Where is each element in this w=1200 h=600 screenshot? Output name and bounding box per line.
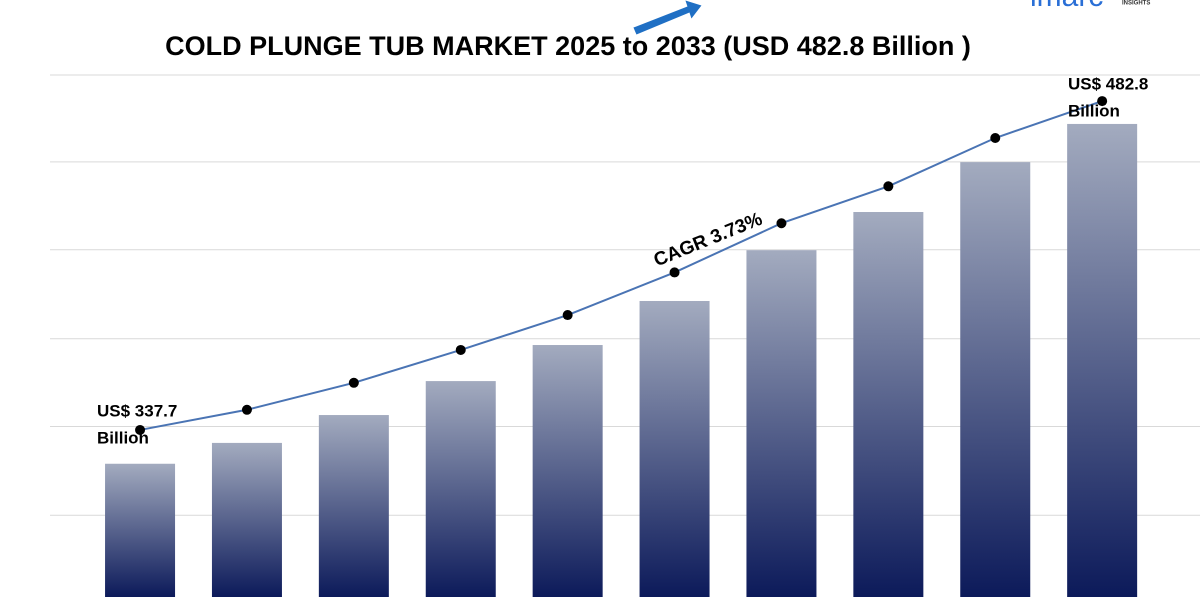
value-annotation: Billion [1068, 101, 1120, 120]
bar [211, 442, 282, 597]
line-marker [669, 267, 680, 278]
bar [318, 415, 389, 597]
line-marker [241, 404, 252, 415]
cagr-arrow [633, 0, 702, 35]
line-marker [1097, 96, 1108, 107]
value-annotation: US$ 337.7 [97, 401, 177, 420]
bar [853, 211, 924, 597]
line-marker [776, 218, 787, 229]
bar [960, 162, 1031, 597]
bar [105, 463, 176, 597]
value-annotation: US$ 482.8 [1068, 74, 1148, 93]
logo: imarc [1030, 0, 1103, 13]
bar [746, 250, 817, 597]
line-marker [348, 377, 359, 388]
line-marker [883, 181, 894, 192]
bar [532, 345, 603, 597]
trend-line [139, 100, 1103, 431]
line-marker [562, 310, 573, 321]
chart-title: COLD PLUNGE TUB MARKET 2025 to 2033 (USD… [165, 31, 971, 61]
bar [1067, 123, 1138, 597]
value-annotation: Billion [97, 428, 149, 447]
bar [639, 300, 710, 597]
line-marker [990, 133, 1001, 144]
logo-sub: INSIGHTS [1122, 1, 1150, 7]
line-marker [455, 344, 466, 355]
line-marker [135, 424, 146, 435]
bar [425, 381, 496, 597]
